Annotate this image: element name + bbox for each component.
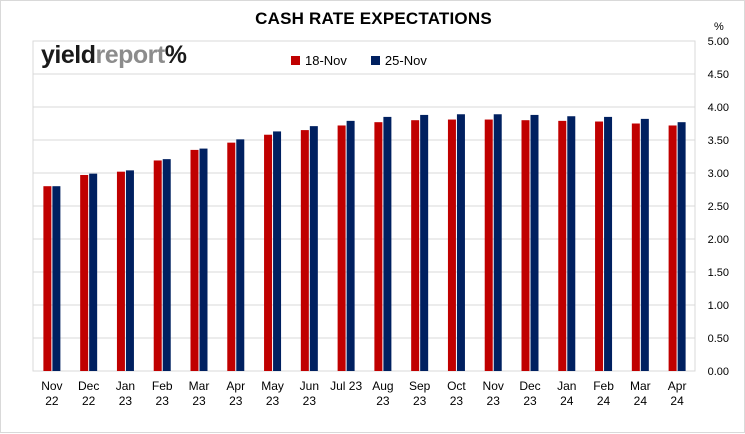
x-tick-label: Jan: [557, 379, 576, 393]
bar-series-2: [567, 116, 576, 372]
y-tick-label: 5.00: [708, 36, 729, 48]
y-tick-label: 3.00: [708, 168, 729, 180]
x-tick-label: Jul 23: [330, 379, 362, 393]
x-tick-label: Sep: [409, 379, 431, 393]
x-tick-label-year: 23: [119, 394, 133, 408]
logo-text-report: report: [95, 41, 165, 69]
y-tick-label: 0.00: [708, 366, 729, 378]
bar-series-2: [383, 116, 392, 372]
bar-series-1: [337, 125, 346, 371]
bar-series-2: [125, 170, 134, 371]
bar-series-1: [484, 119, 493, 371]
x-tick-label-year: 22: [82, 394, 96, 408]
x-tick-label-year: 22: [45, 394, 59, 408]
bar-series-1: [80, 174, 89, 371]
x-tick-label: Feb: [593, 379, 614, 393]
bar-series-1: [595, 121, 604, 372]
y-tick-label: 2.50: [708, 201, 729, 213]
x-tick-label-year: 23: [192, 394, 206, 408]
x-tick-label: Feb: [152, 379, 173, 393]
x-tick-label-year: 23: [376, 394, 390, 408]
x-tick-label-year: 23: [303, 394, 317, 408]
logo-text-yield: yield: [41, 41, 96, 69]
x-tick-label: Dec: [78, 379, 99, 393]
bar-series-2: [199, 148, 208, 371]
legend-swatch-series-1: [291, 56, 300, 65]
legend-label-series-1: 18-Nov: [305, 53, 347, 68]
bar-series-2: [604, 116, 613, 372]
bar-series-2: [162, 159, 171, 371]
bar-series-1: [668, 125, 677, 371]
chart-title: CASH RATE EXPECTATIONS: [255, 9, 492, 28]
x-tick-label: Jun: [300, 379, 319, 393]
x-tick-label: Nov: [41, 379, 62, 393]
x-tick-label-year: 23: [487, 394, 501, 408]
bar-series-2: [273, 131, 282, 371]
bar-series-1: [116, 171, 125, 371]
x-tick-label: Apr: [226, 379, 245, 393]
y-tick-label: 1.50: [708, 267, 729, 279]
x-tick-label-year: 24: [670, 394, 684, 408]
bar-series-1: [300, 130, 309, 371]
x-tick-label: May: [261, 379, 284, 393]
bar-series-1: [631, 123, 640, 371]
legend-swatch-series-2: [370, 56, 380, 65]
bar-series-1: [558, 120, 567, 371]
chart-legend: 18-Nov 25-Nov: [291, 53, 427, 68]
legend-label-series-2: 25-Nov: [384, 53, 427, 68]
y-tick-label: 3.50: [708, 135, 729, 147]
logo-percent-symbol: %: [164, 41, 187, 69]
bar-series-1: [447, 119, 456, 371]
y-tick-label: 1.00: [708, 300, 729, 312]
x-tick-label-year: 24: [597, 394, 611, 408]
bar-series-2: [346, 120, 355, 371]
bar-series-1: [521, 120, 530, 371]
x-tick-label-year: 23: [156, 394, 170, 408]
bar-series-2: [89, 173, 98, 371]
bar-series-2: [677, 122, 686, 372]
x-tick-label-year: 23: [450, 394, 464, 408]
y-axis-unit: %: [714, 21, 724, 33]
bar-series-2: [420, 114, 429, 372]
bar-series-2: [52, 186, 61, 371]
bar-series-1: [190, 149, 199, 371]
bar-series-2: [493, 114, 502, 371]
plot-area-border: [32, 40, 696, 372]
bar-series-1: [227, 142, 236, 371]
bar-series-1: [411, 120, 420, 371]
x-tick-label: Mar: [189, 379, 210, 393]
bar-series-2: [456, 114, 465, 371]
x-tick-label-year: 23: [266, 394, 280, 408]
legend-item-series-1: 18-Nov: [291, 53, 347, 68]
x-tick-label: Mar: [630, 379, 651, 393]
bar-series-1: [374, 122, 383, 372]
x-tick-label: Oct: [447, 379, 466, 393]
bar-series-1: [43, 186, 52, 371]
x-tick-label-year: 23: [229, 394, 243, 408]
x-tick-label-year: 23: [413, 394, 427, 408]
x-tick-label: Aug: [372, 379, 393, 393]
bar-series-2: [309, 126, 318, 371]
x-tick-label: Dec: [519, 379, 540, 393]
logo-percent-icon: %: [165, 41, 187, 69]
x-tick-label-year: 23: [523, 394, 537, 408]
x-tick-label: Apr: [668, 379, 687, 393]
y-tick-label: 4.50: [708, 69, 729, 81]
y-tick-label: 4.00: [708, 102, 729, 114]
y-tick-label: 2.00: [708, 234, 729, 246]
bar-series-1: [264, 134, 273, 371]
x-tick-label: Nov: [483, 379, 504, 393]
x-tick-label-year: 24: [560, 394, 574, 408]
x-tick-label-year: 24: [634, 394, 648, 408]
bar-series-1: [153, 160, 162, 371]
yieldreport-logo: yieldreport%: [41, 41, 187, 69]
x-tick-label: Jan: [116, 379, 135, 393]
legend-item-series-2: 25-Nov: [370, 53, 427, 68]
y-tick-label: 0.50: [708, 333, 729, 345]
bar-series-2: [236, 139, 245, 371]
bar-series-2: [530, 114, 539, 372]
bar-series-2: [640, 118, 649, 371]
